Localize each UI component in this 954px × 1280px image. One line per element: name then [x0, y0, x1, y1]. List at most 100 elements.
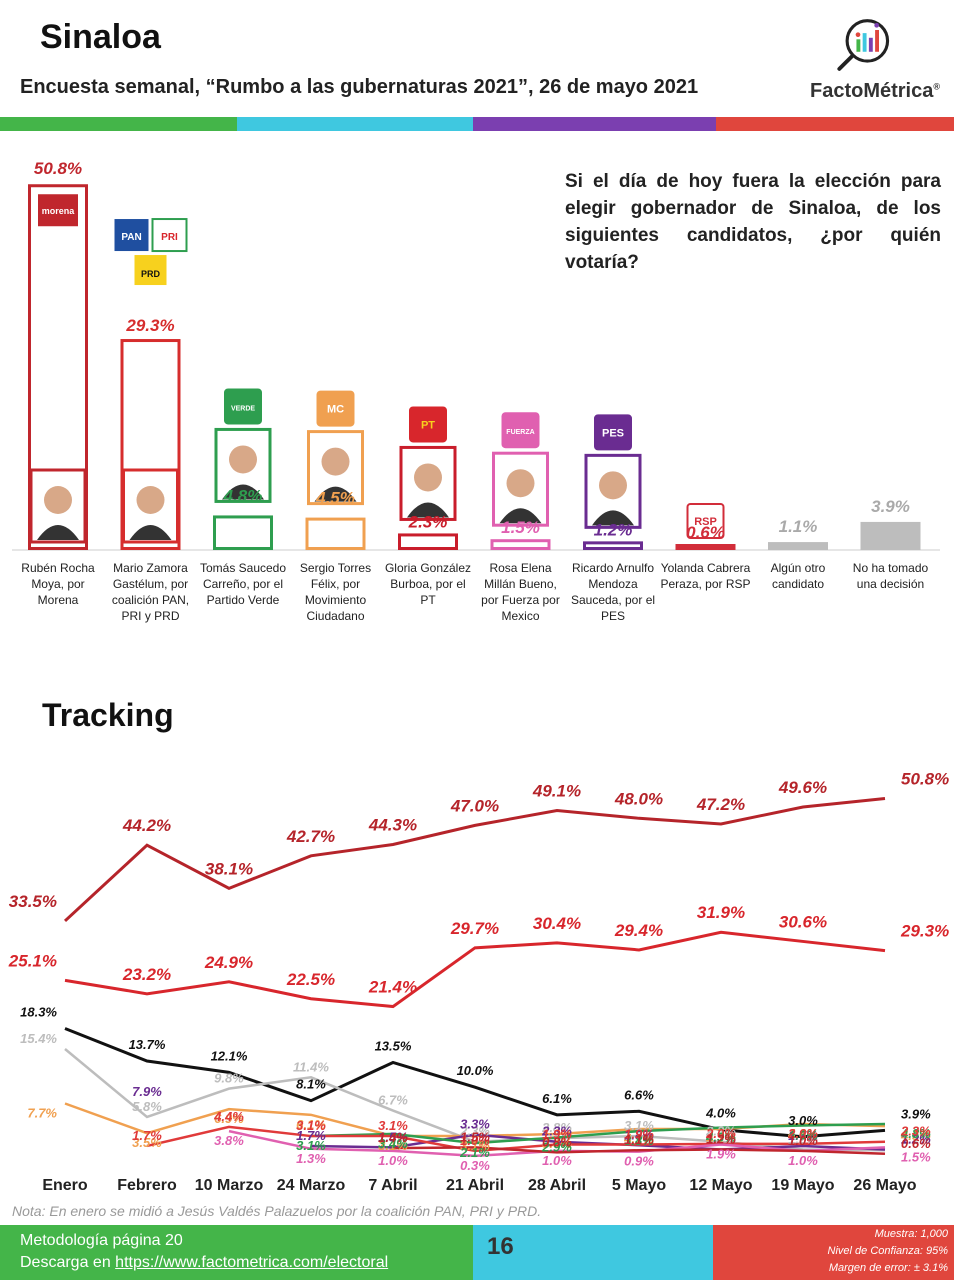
series-point-label: 3.1%: [378, 1118, 408, 1133]
series: [146, 1125, 886, 1153]
bar-category-label: Rubén Rocha Moya, por Morena: [21, 561, 95, 607]
series-point-label: 3.8%: [214, 1133, 244, 1148]
series-point-label: 6.6%: [624, 1087, 654, 1102]
series-point-label: 2.3%: [900, 1124, 931, 1139]
series-point-label: 1.8%: [624, 1127, 654, 1142]
tracking-title: Tracking: [42, 697, 174, 733]
x-tick-label: 24 Marzo: [277, 1177, 346, 1194]
party-logo-text: PT: [421, 419, 435, 431]
bar: [213, 515, 273, 551]
series-point-label: 1.9%: [542, 1127, 572, 1142]
series-point-label: 1.3%: [296, 1151, 326, 1166]
bar: [398, 533, 458, 551]
x-tick-label: 7 Abril: [368, 1177, 417, 1194]
shoulders-icon: [314, 486, 357, 502]
prd-logo: [134, 255, 167, 286]
party-logo-text: VERDE: [231, 405, 255, 412]
series-line: [64, 930, 886, 1009]
confianza: Nivel de Confianza: 95%: [827, 1245, 948, 1257]
series-point-label: 4.4%: [213, 1109, 244, 1124]
bar: [305, 517, 366, 551]
bar: [490, 539, 551, 551]
series-point-label: 29.3%: [900, 922, 949, 941]
series-point-label: 3.4%: [378, 1136, 408, 1151]
survey-question: Si el día de hoy fuera la elección para …: [565, 171, 941, 273]
series-point-label: 3.1%: [624, 1118, 654, 1133]
x-tick-label: 10 Marzo: [195, 1177, 264, 1194]
series-point-label: 13.5%: [375, 1038, 412, 1053]
series-point-label: 38.1%: [205, 859, 253, 878]
series-point-label: 4.1%: [705, 1131, 736, 1146]
series-point-label: 1.9%: [706, 1147, 736, 1162]
face-icon: [321, 447, 350, 476]
series-point-label: 7.7%: [27, 1106, 57, 1121]
bar-category-label: Algún otro candidato: [771, 561, 826, 591]
series-point-label: 2.1%: [459, 1145, 490, 1160]
bar-group: PAN PRI PRD: [114, 218, 188, 550]
series: [392, 1146, 886, 1156]
series-point-label: 11.4%: [293, 1059, 329, 1074]
party-logo-text: RSP: [694, 516, 717, 528]
series-point-label: 21.4%: [368, 978, 417, 997]
brand-name: FactoMétrica®: [809, 80, 940, 102]
series-point-label: 25.1%: [8, 951, 57, 970]
series-point-label: 2.0%: [787, 1126, 818, 1141]
face-icon: [44, 486, 72, 514]
bar-category-label: Yolanda Cabrera Peraza, por RSP: [660, 561, 750, 591]
series-point-label: 5.8%: [132, 1099, 162, 1114]
series-point-label: 2.3%: [459, 1124, 490, 1139]
bar-group: PES: [583, 414, 643, 550]
bar-group: VERDE: [213, 388, 273, 551]
morena-logo: [38, 194, 78, 227]
party-logo: [501, 412, 540, 449]
shoulders-icon: [592, 510, 634, 526]
bar-group: [768, 542, 828, 550]
series: [228, 1129, 886, 1158]
series-point-label: 6.1%: [542, 1091, 572, 1106]
series-point-label: 22.5%: [286, 970, 335, 989]
series-point-label: 47.0%: [450, 796, 499, 815]
series-point-label: 1.0%: [542, 1153, 572, 1168]
series-point-label: 2.3%: [705, 1124, 736, 1139]
series-point-label: 4.8%: [900, 1126, 931, 1141]
party-logo: [316, 390, 355, 427]
series: [64, 1027, 886, 1139]
line-chart: 33.5% 44.2% 38.1% 42.7% 44.3% 47.0% 49.1% 48.0%…: [8, 769, 949, 1194]
bar-group: FUERZA: [490, 412, 551, 551]
party-logo-text: PES: [602, 427, 624, 439]
series-point-label: 6.1%: [296, 1117, 326, 1132]
series-point-label: 4.3%: [705, 1130, 736, 1145]
series-point-label: 3.9%: [901, 1106, 931, 1121]
page-title: Sinaloa: [40, 18, 161, 56]
series-point-label: 1.5%: [460, 1129, 490, 1144]
download-text: Descarga en: [20, 1254, 116, 1271]
series-point-label: 3.3%: [460, 1117, 490, 1132]
party-logo: [594, 414, 632, 451]
series-line: [146, 1125, 886, 1153]
bar-value-label: 2.3%: [408, 512, 448, 531]
x-tick-label: 5 Mayo: [612, 1177, 666, 1194]
series-point-label: 1.1%: [624, 1132, 654, 1147]
series-point-label: 44.3%: [368, 815, 417, 834]
series-point-label: 12.1%: [211, 1048, 248, 1063]
bar-category-label: Gloria González Burboa, por el PT: [385, 561, 471, 607]
bar-value-label: 3.9%: [871, 497, 910, 516]
series-point-label: 9.8%: [214, 1071, 244, 1086]
bar-group: PT: [398, 406, 458, 551]
series-point-label: 1.7%: [788, 1128, 818, 1143]
series-point-label: 29.7%: [450, 919, 499, 938]
bar-category-label: Rosa Elena Millán Bueno, por Fuerza por Mex…: [481, 561, 560, 623]
party-logo-text: FUERZA: [506, 429, 534, 436]
series-point-label: 30.4%: [533, 914, 581, 933]
download-link[interactable]: https://www.factometrica.com/electoral: [115, 1254, 389, 1271]
series-point-label: 29.4%: [614, 921, 663, 940]
series-point-label: 0.3%: [460, 1158, 490, 1173]
bar: [675, 544, 736, 550]
series: [64, 930, 886, 1009]
bar-value-label: 50.8%: [34, 159, 82, 178]
series-point-label: 8.1%: [296, 1077, 326, 1092]
bar-group: [860, 521, 921, 550]
bar: [120, 339, 181, 550]
series-point-label: 3.4%: [542, 1136, 572, 1151]
face-icon: [414, 463, 442, 492]
